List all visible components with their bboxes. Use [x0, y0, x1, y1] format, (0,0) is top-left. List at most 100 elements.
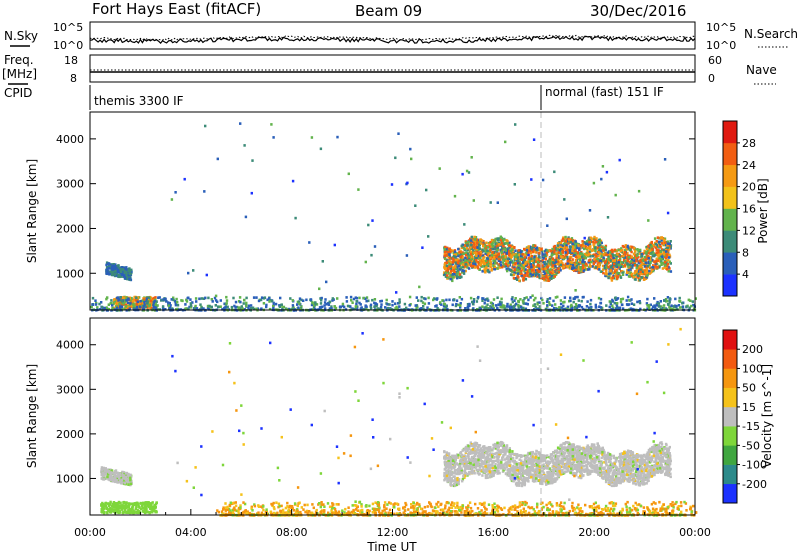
scatter-point: [109, 509, 113, 513]
scatter-point: [409, 147, 412, 151]
scatter-point: [545, 279, 549, 282]
scatter-point: [174, 303, 178, 307]
scatter-point: [427, 302, 431, 305]
scatter-point: [486, 257, 489, 261]
scatter-point: [143, 505, 146, 509]
scatter-point: [538, 270, 541, 273]
scatter-point: [354, 305, 358, 308]
scatter-point: [503, 238, 506, 241]
scatter-point: [145, 297, 148, 300]
scatter-point: [282, 305, 286, 309]
scatter-point: [604, 246, 607, 249]
scatter-point: [632, 261, 635, 264]
scatter-point: [527, 245, 530, 248]
scatter-point: [623, 264, 626, 267]
scatter-point: [472, 199, 475, 202]
scatter-point: [667, 303, 670, 306]
scatter-point: [314, 302, 317, 306]
scatter-point: [551, 268, 554, 272]
scatter-point: [167, 301, 170, 304]
scatter-point: [608, 252, 611, 256]
scatter-point: [525, 248, 529, 252]
scatter-point: [455, 263, 458, 266]
scatter-point: [448, 265, 452, 268]
scatter-point: [299, 307, 302, 311]
scatter-point: [164, 297, 167, 301]
scatter-point: [185, 298, 188, 302]
scatter-point: [559, 245, 562, 249]
scatter-point: [620, 263, 624, 267]
scatter-point: [619, 276, 623, 279]
scatter-point: [579, 268, 582, 272]
scatter-point: [490, 254, 494, 257]
scatter-point: [569, 245, 572, 249]
scatter-point: [693, 307, 696, 311]
scatter-point: [483, 242, 486, 246]
scatter-point: [649, 303, 652, 307]
scatter-point: [544, 254, 547, 257]
scatter-point: [494, 237, 497, 241]
scatter-point: [630, 250, 633, 254]
scatter-point: [500, 297, 503, 301]
scatter-point: [146, 302, 149, 305]
scatter-point: [652, 252, 655, 255]
scatter-point: [239, 122, 242, 125]
scatter-point: [469, 257, 472, 261]
scatter-point: [453, 255, 457, 258]
scatter-point: [511, 245, 514, 249]
noise-trace: [89, 34, 696, 44]
scatter-point: [107, 509, 111, 513]
scatter-point: [479, 259, 482, 262]
scatter-point: [646, 264, 649, 268]
scatter-point: [497, 303, 500, 306]
scatter-point: [113, 264, 117, 268]
scatter-point: [440, 303, 443, 306]
scatter-point: [448, 257, 451, 260]
scatter-point: [517, 264, 521, 267]
scatter-point: [580, 299, 583, 303]
scatter-point: [206, 304, 210, 308]
scatter-point: [460, 271, 464, 274]
scatter-point: [532, 304, 535, 307]
scatter-point: [558, 245, 561, 248]
scatter-point: [176, 303, 180, 307]
scatter-point: [524, 268, 527, 271]
scatter-point: [318, 287, 321, 291]
scatter-point: [546, 298, 549, 301]
scatter-point: [479, 238, 482, 241]
scatter-point: [521, 261, 525, 265]
scatter-point: [515, 253, 519, 257]
scatter-point: [497, 257, 501, 261]
scatter-point: [113, 479, 116, 483]
scatter-point: [617, 263, 621, 267]
scatter-point: [298, 302, 301, 305]
scatter-point: [115, 306, 119, 310]
scatter-point: [592, 240, 595, 244]
scatter-point: [117, 500, 121, 504]
scatter-point: [394, 307, 397, 310]
scatter-point: [493, 247, 497, 251]
scatter-point: [532, 244, 535, 247]
scatter-point: [514, 257, 518, 261]
scatter-point: [120, 506, 124, 510]
scatter-point: [626, 262, 629, 266]
scatter-point: [621, 271, 624, 275]
scatter-point: [545, 300, 549, 303]
scatter-point: [136, 296, 140, 299]
scatter-point: [367, 299, 370, 303]
scatter-point: [492, 255, 496, 259]
scatter-point: [137, 503, 140, 506]
scatter-point: [446, 250, 450, 254]
scatter-point: [447, 272, 450, 275]
scatter-point: [128, 272, 132, 275]
scatter-point: [667, 258, 670, 262]
scatter-point: [131, 507, 134, 511]
scatter-point: [121, 268, 124, 271]
scatter-point: [495, 255, 498, 258]
scatter-point: [533, 271, 536, 275]
scatter-point: [588, 240, 591, 244]
scatter-point: [116, 471, 119, 475]
scatter-point: [609, 259, 612, 262]
scatter-point: [636, 248, 639, 251]
scatter-point: [572, 300, 575, 304]
